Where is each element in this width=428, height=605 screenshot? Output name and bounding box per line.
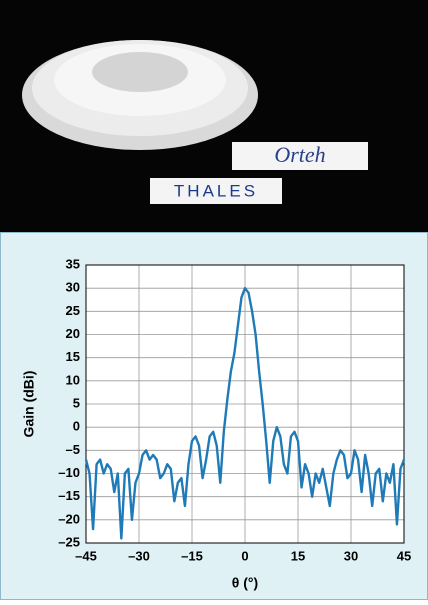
x-tick-label: –15 [181,548,203,563]
page: Orteh THALES Gain (dBi) θ (°) –25 –20 –15 –… [0,0,428,600]
y-axis-label: Gain (dBi) [21,371,37,438]
y-tick-label: 10 [66,372,80,387]
x-tick-label: –45 [75,548,97,563]
y-tick-label: –20 [58,511,80,526]
y-tick-label: –5 [66,442,80,457]
photo-label: Orteh [274,142,325,167]
y-tick-label: 5 [73,395,80,410]
x-tick-label: –30 [128,548,150,563]
x-tick-label: 15 [291,548,305,563]
y-tick-label: –15 [58,488,80,503]
y-tick-label: 15 [66,349,80,364]
x-tick-label: 0 [241,548,248,563]
y-tick-label: –10 [58,465,80,480]
y-tick-label: 35 [66,256,80,271]
y-tick-label: 0 [73,419,80,434]
y-tick-label: –25 [58,534,80,549]
x-tick-label: 45 [397,548,411,563]
photo-label: THALES [174,181,258,200]
antenna-center [92,52,188,92]
x-axis-label: θ (°) [232,575,258,591]
y-tick-label: 20 [66,326,80,341]
x-tick-label: 30 [344,548,358,563]
y-tick-label: 25 [66,303,80,318]
y-tick-label: 30 [66,280,80,295]
